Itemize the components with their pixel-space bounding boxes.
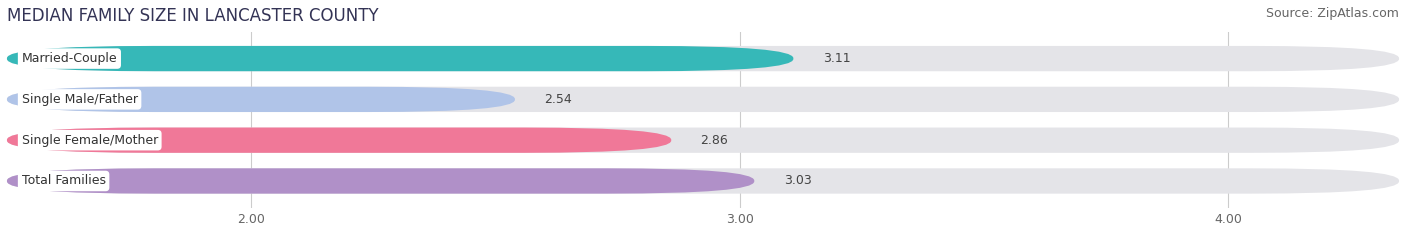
Text: Married-Couple: Married-Couple xyxy=(21,52,117,65)
Text: Source: ZipAtlas.com: Source: ZipAtlas.com xyxy=(1265,7,1399,20)
FancyBboxPatch shape xyxy=(7,87,515,112)
FancyBboxPatch shape xyxy=(7,46,793,71)
Text: Total Families: Total Families xyxy=(21,175,105,188)
Text: 3.03: 3.03 xyxy=(783,175,811,188)
Text: 2.54: 2.54 xyxy=(544,93,572,106)
Text: MEDIAN FAMILY SIZE IN LANCASTER COUNTY: MEDIAN FAMILY SIZE IN LANCASTER COUNTY xyxy=(7,7,378,25)
Text: Single Female/Mother: Single Female/Mother xyxy=(21,134,157,147)
Text: 3.11: 3.11 xyxy=(823,52,851,65)
FancyBboxPatch shape xyxy=(7,87,1399,112)
Text: Single Male/Father: Single Male/Father xyxy=(21,93,138,106)
FancyBboxPatch shape xyxy=(7,127,671,153)
FancyBboxPatch shape xyxy=(7,168,1399,194)
FancyBboxPatch shape xyxy=(7,46,1399,71)
Text: 2.86: 2.86 xyxy=(700,134,728,147)
FancyBboxPatch shape xyxy=(7,168,754,194)
FancyBboxPatch shape xyxy=(7,127,1399,153)
